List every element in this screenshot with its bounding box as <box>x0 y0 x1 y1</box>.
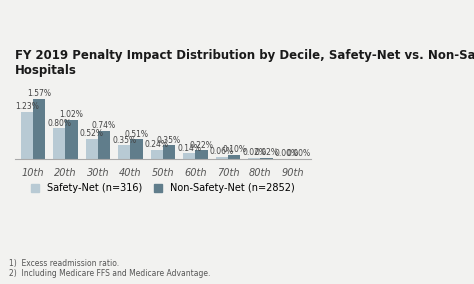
Text: 0.10%: 0.10% <box>222 145 246 154</box>
Text: 0.80%: 0.80% <box>47 119 71 128</box>
Bar <box>53 128 65 159</box>
Text: 1.02%: 1.02% <box>60 110 83 119</box>
Bar <box>65 120 78 159</box>
Bar <box>130 139 143 159</box>
Text: 1)  Excess readmission ratio.: 1) Excess readmission ratio. <box>9 259 119 268</box>
Text: 0.14%: 0.14% <box>177 144 201 153</box>
Text: 1.57%: 1.57% <box>27 89 51 98</box>
Text: 0.51%: 0.51% <box>125 130 148 139</box>
Text: 0.35%: 0.35% <box>157 136 181 145</box>
Text: 0.06%: 0.06% <box>210 147 234 156</box>
Bar <box>195 151 208 159</box>
Text: FY 2019 Penalty Impact Distribution by Decile, Safety-Net vs. Non-Safety-Net
Hos: FY 2019 Penalty Impact Distribution by D… <box>15 49 474 77</box>
Bar <box>260 158 273 159</box>
Bar <box>248 158 260 159</box>
Text: 0.24%: 0.24% <box>145 140 169 149</box>
Text: 0.22%: 0.22% <box>190 141 213 150</box>
Text: 0.35%: 0.35% <box>112 136 136 145</box>
Text: 1.23%: 1.23% <box>15 102 39 111</box>
Bar <box>118 145 130 159</box>
Bar <box>183 153 195 159</box>
Bar <box>98 131 110 159</box>
Text: 0.02%: 0.02% <box>242 148 266 157</box>
Bar <box>216 156 228 159</box>
Bar <box>85 139 98 159</box>
Text: 0.02%: 0.02% <box>255 148 279 157</box>
Text: 0.52%: 0.52% <box>80 129 104 138</box>
Bar <box>33 99 45 159</box>
Bar <box>20 112 33 159</box>
Text: 0.00%: 0.00% <box>274 149 299 158</box>
Bar <box>151 150 163 159</box>
Text: 0.00%: 0.00% <box>287 149 311 158</box>
Legend: Safety-Net (n=316), Non-Safety-Net (n=2852): Safety-Net (n=316), Non-Safety-Net (n=28… <box>31 183 294 193</box>
Text: 0.74%: 0.74% <box>92 121 116 130</box>
Bar <box>163 145 175 159</box>
Text: 2)  Including Medicare FFS and Medicare Advantage.: 2) Including Medicare FFS and Medicare A… <box>9 269 211 278</box>
Bar <box>228 155 240 159</box>
